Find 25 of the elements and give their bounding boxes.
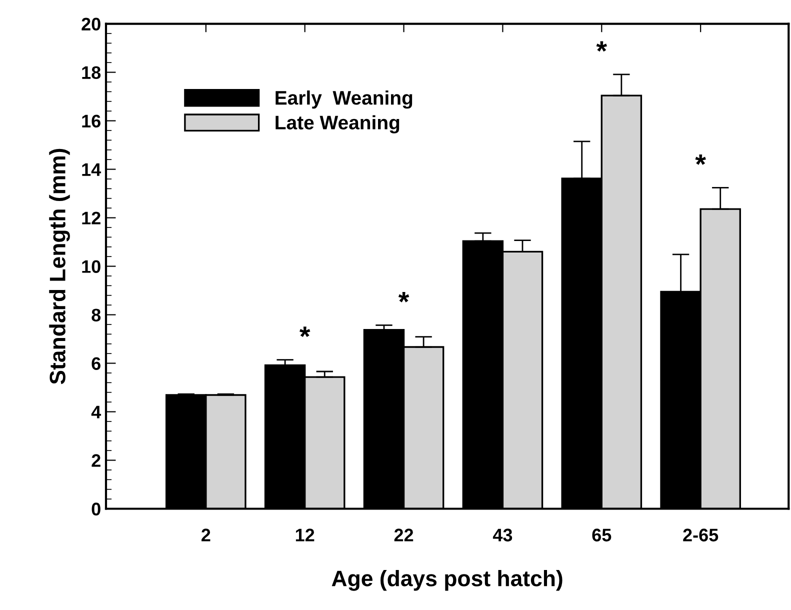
annotation: * <box>596 41 608 52</box>
y-tick-label: 6 <box>92 357 100 370</box>
y-tick-label: 18 <box>82 66 101 80</box>
y-tick-label: 4 <box>91 406 102 418</box>
x-tick-label: 43 <box>492 528 512 542</box>
x-tick-label: 2-65 <box>683 528 718 542</box>
annotation: * <box>300 326 310 337</box>
y-tick-label: 20 <box>82 18 100 31</box>
x-tick-label: 2 <box>202 528 210 542</box>
x-axis-title: Age (days post hatch) <box>332 570 562 591</box>
y-tick-label: 14 <box>82 163 102 176</box>
legend-label: Early Weaning <box>276 90 412 109</box>
x-tick-label: 12 <box>296 528 314 542</box>
y-axis-title: Standard Length (mm) <box>49 148 70 384</box>
x-tick-label: 65 <box>592 528 612 542</box>
x-tick-label: 22 <box>394 528 414 542</box>
y-tick-label: 16 <box>82 114 100 128</box>
y-tick-label: 10 <box>82 260 100 273</box>
y-tick-label: 8 <box>92 308 101 322</box>
y-tick-label: 12 <box>82 212 100 224</box>
annotation: * <box>695 154 706 165</box>
y-tick-label: 2 <box>92 454 100 467</box>
y-tick-label: 0 <box>92 502 100 516</box>
legend-label: Late Weaning <box>276 115 400 134</box>
annotation: * <box>398 292 410 302</box>
